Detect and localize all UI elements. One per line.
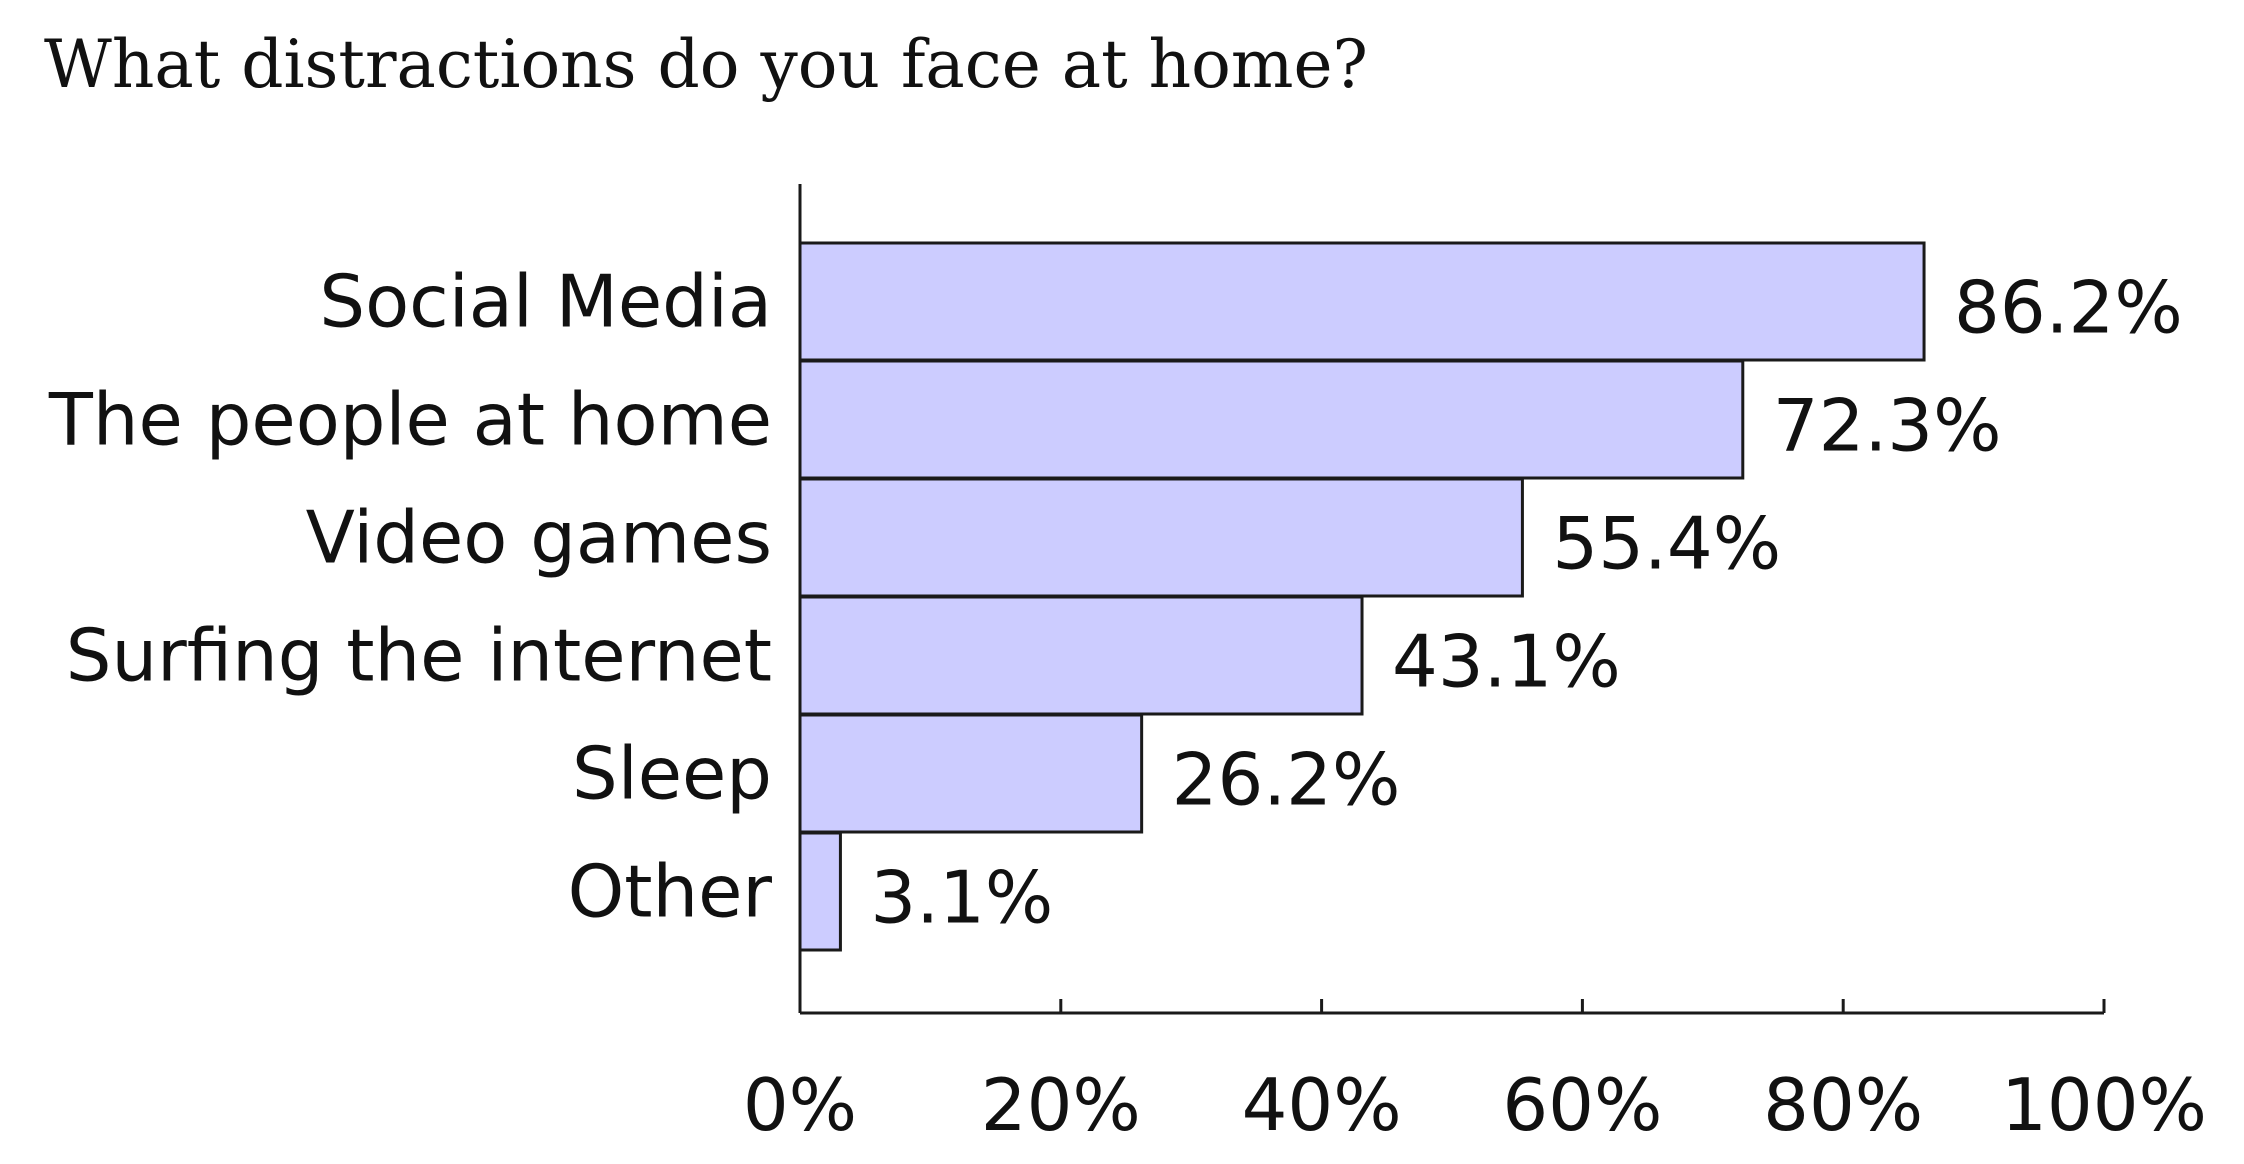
x-tick-label: 60%	[1502, 1063, 1662, 1147]
data-label: 3.1%	[870, 856, 1053, 940]
bar	[798, 359, 1745, 480]
bar	[798, 595, 1364, 716]
x-tick-label: 0%	[743, 1063, 857, 1147]
category-label: Video games	[306, 496, 772, 580]
data-label: 55.4%	[1552, 502, 1781, 586]
category-label: Other	[568, 850, 773, 934]
category-label: Sleep	[572, 732, 772, 816]
category-label: Social Media	[319, 260, 772, 344]
x-tick-label: 80%	[1763, 1063, 1923, 1147]
x-tick-label: 100%	[2001, 1063, 2207, 1147]
data-label: 26.2%	[1172, 738, 1401, 822]
data-label: 86.2%	[1954, 266, 2183, 350]
category-label: The people at home	[48, 378, 772, 462]
bar	[798, 713, 1144, 834]
chart-title: What distractions do you face at home?	[44, 26, 1368, 103]
category-label: Surfing the internet	[66, 614, 772, 698]
bar	[798, 831, 842, 952]
x-tick-label: 40%	[1242, 1063, 1402, 1147]
data-label: 43.1%	[1392, 620, 1621, 704]
bar	[798, 241, 1926, 362]
bar	[798, 477, 1524, 598]
x-tick-label: 20%	[981, 1063, 1141, 1147]
data-label: 72.3%	[1773, 384, 2002, 468]
